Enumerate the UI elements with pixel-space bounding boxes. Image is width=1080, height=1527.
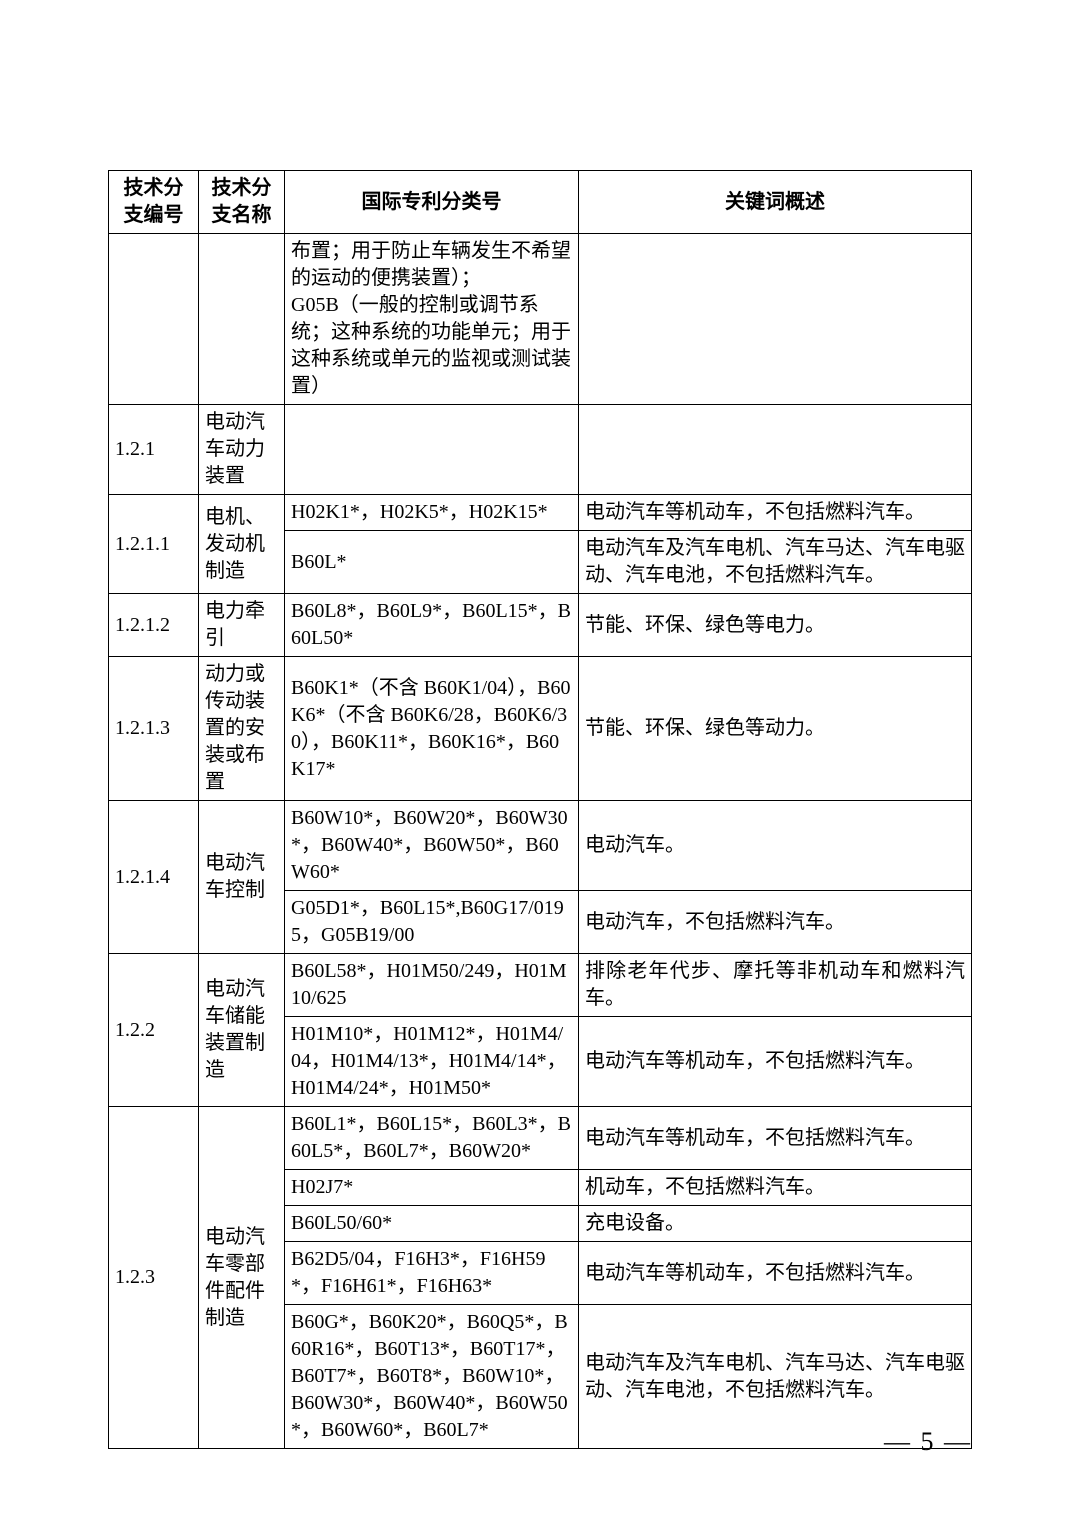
- cell-kw: 机动车，不包括燃料汽车。: [579, 1170, 972, 1206]
- cell-ipc: B60L*: [285, 531, 579, 594]
- table-header-row: 技术分支编号 技术分支名称 国际专利分类号 关键词概述: [109, 171, 972, 234]
- cell-id: 1.2.1.4: [109, 801, 199, 954]
- table-row: 1.2.1.3 动力或传动装置的安装或布置 B60K1*（不含 B60K1/04…: [109, 657, 972, 801]
- table-row: 1.2.2 电动汽车储能装置制造 B60L58*，H01M50/249，H01M…: [109, 954, 972, 1017]
- cell-kw: 电动汽车等机动车，不包括燃料汽车。: [579, 495, 972, 531]
- cell-ipc: B60G*，B60K20*，B60Q5*，B60R16*，B60T13*，B60…: [285, 1305, 579, 1449]
- cell-name: 电力牵引: [199, 594, 285, 657]
- table-row: 1.2.1.4 电动汽车控制 B60W10*，B60W20*，B60W30*，B…: [109, 801, 972, 891]
- cell-ipc: G05D1*，B60L15*,B60G17/0195，G05B19/00: [285, 891, 579, 954]
- cell-name: 动力或传动装置的安装或布置: [199, 657, 285, 801]
- cell-ipc: H02K1*，H02K5*，H02K15*: [285, 495, 579, 531]
- cell-name: 电动汽车动力装置: [199, 405, 285, 495]
- cell-id: 1.2.1.1: [109, 495, 199, 594]
- col-name-header: 技术分支名称: [199, 171, 285, 234]
- cell-kw: 电动汽车，不包括燃料汽车。: [579, 891, 972, 954]
- cell-ipc: H01M10*，H01M12*，H01M4/04，H01M4/13*，H01M4…: [285, 1017, 579, 1107]
- table-row: 布置；用于防止车辆发生不希望的运动的便携装置）； G05B（一般的控制或调节系统…: [109, 234, 972, 405]
- cell-id: 1.2.1.2: [109, 594, 199, 657]
- cell-ipc: B60L8*，B60L9*，B60L15*，B60L50*: [285, 594, 579, 657]
- col-kw-header: 关键词概述: [579, 171, 972, 234]
- cell-id: 1.2.1.3: [109, 657, 199, 801]
- col-id-header: 技术分支编号: [109, 171, 199, 234]
- col-ipc-header: 国际专利分类号: [285, 171, 579, 234]
- cell-id: 1.2.2: [109, 954, 199, 1107]
- cell-kw: 电动汽车。: [579, 801, 972, 891]
- classification-table: 技术分支编号 技术分支名称 国际专利分类号 关键词概述 布置；用于防止车辆发生不…: [108, 170, 972, 1449]
- cell-kw: [579, 405, 972, 495]
- cell-name: 电动汽车控制: [199, 801, 285, 954]
- cell-kw: 电动汽车等机动车，不包括燃料汽车。: [579, 1242, 972, 1305]
- cell-kw: 电动汽车及汽车电机、汽车马达、汽车电驱动、汽车电池，不包括燃料汽车。: [579, 531, 972, 594]
- cell-ipc: B60L58*，H01M50/249，H01M10/625: [285, 954, 579, 1017]
- cell-name: 电动汽车零部件配件制造: [199, 1107, 285, 1449]
- cell-kw: 电动汽车等机动车，不包括燃料汽车。: [579, 1107, 972, 1170]
- cell-name: 电动汽车储能装置制造: [199, 954, 285, 1107]
- cell-ipc: H02J7*: [285, 1170, 579, 1206]
- page-number: — 5 —: [884, 1427, 972, 1457]
- cell-ipc: B60W10*，B60W20*，B60W30*，B60W40*，B60W50*，…: [285, 801, 579, 891]
- cell-ipc: B62D5/04，F16H3*，F16H59*，F16H61*，F16H63*: [285, 1242, 579, 1305]
- cell-kw: 节能、环保、绿色等动力。: [579, 657, 972, 801]
- table-row: 1.2.1.2 电力牵引 B60L8*，B60L9*，B60L15*，B60L5…: [109, 594, 972, 657]
- cell-id: 1.2.1: [109, 405, 199, 495]
- cell-ipc: B60L50/60*: [285, 1206, 579, 1242]
- cell-kw: 排除老年代步、摩托等非机动车和燃料汽车。: [579, 954, 972, 1017]
- cell-ipc: B60K1*（不含 B60K1/04），B60K6*（不含 B60K6/28，B…: [285, 657, 579, 801]
- cell-id: 1.2.3: [109, 1107, 199, 1449]
- cell-ipc: B60L1*，B60L15*，B60L3*，B60L5*，B60L7*，B60W…: [285, 1107, 579, 1170]
- cell-name: [199, 234, 285, 405]
- table-row: 1.2.1 电动汽车动力装置: [109, 405, 972, 495]
- cell-ipc: [285, 405, 579, 495]
- cell-ipc: 布置；用于防止车辆发生不希望的运动的便携装置）； G05B（一般的控制或调节系统…: [285, 234, 579, 405]
- table-row: 1.2.1.1 电机、发动机制造 H02K1*，H02K5*，H02K15* 电…: [109, 495, 972, 531]
- table-row: 1.2.3 电动汽车零部件配件制造 B60L1*，B60L15*，B60L3*，…: [109, 1107, 972, 1170]
- cell-id: [109, 234, 199, 405]
- cell-kw: 节能、环保、绿色等电力。: [579, 594, 972, 657]
- cell-kw: 电动汽车等机动车，不包括燃料汽车。: [579, 1017, 972, 1107]
- cell-kw: 充电设备。: [579, 1206, 972, 1242]
- cell-kw: [579, 234, 972, 405]
- cell-name: 电机、发动机制造: [199, 495, 285, 594]
